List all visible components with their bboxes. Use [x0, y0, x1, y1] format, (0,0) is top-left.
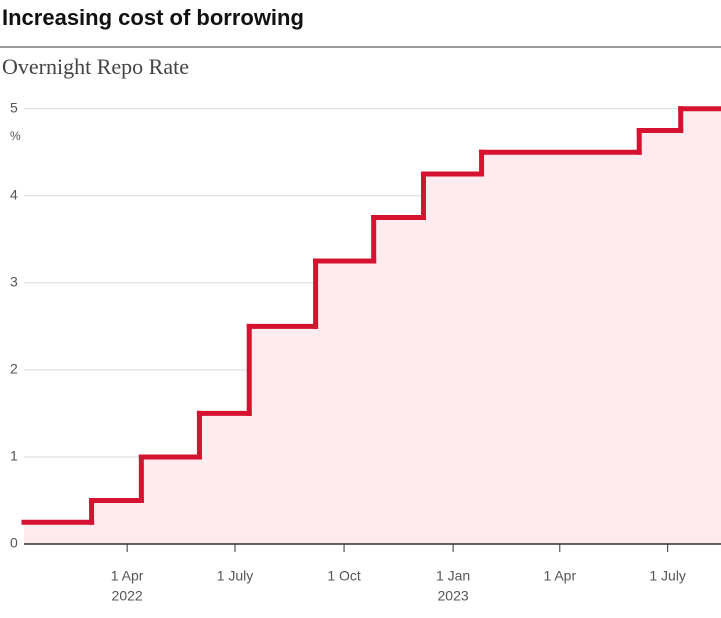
y-tick-label: 4 [10, 186, 18, 202]
area-fill [24, 108, 721, 545]
y-tick-label: 5 [10, 99, 18, 115]
y-tick-label: 2 [10, 361, 18, 377]
chart-title: Increasing cost of borrowing [2, 5, 304, 30]
chart-subtitle: Overnight Repo Rate [2, 54, 189, 79]
y-tick-label: 0 [10, 535, 18, 551]
y-tick-label: 3 [10, 274, 18, 290]
x-tick-label: 1 Jan [436, 568, 470, 584]
y-tick-label: 1 [10, 448, 18, 464]
y-unit: % [10, 129, 21, 143]
x-tick-label: 1 July [649, 568, 686, 584]
x-tick-label: 1 Apr [111, 568, 144, 584]
x-tick-label: 1 Oct [327, 568, 361, 584]
x-year-label: 2023 [438, 588, 469, 604]
x-year-label: 2022 [112, 588, 143, 604]
x-tick-label: 1 July [217, 568, 254, 584]
x-tick-label: 1 Apr [543, 568, 576, 584]
